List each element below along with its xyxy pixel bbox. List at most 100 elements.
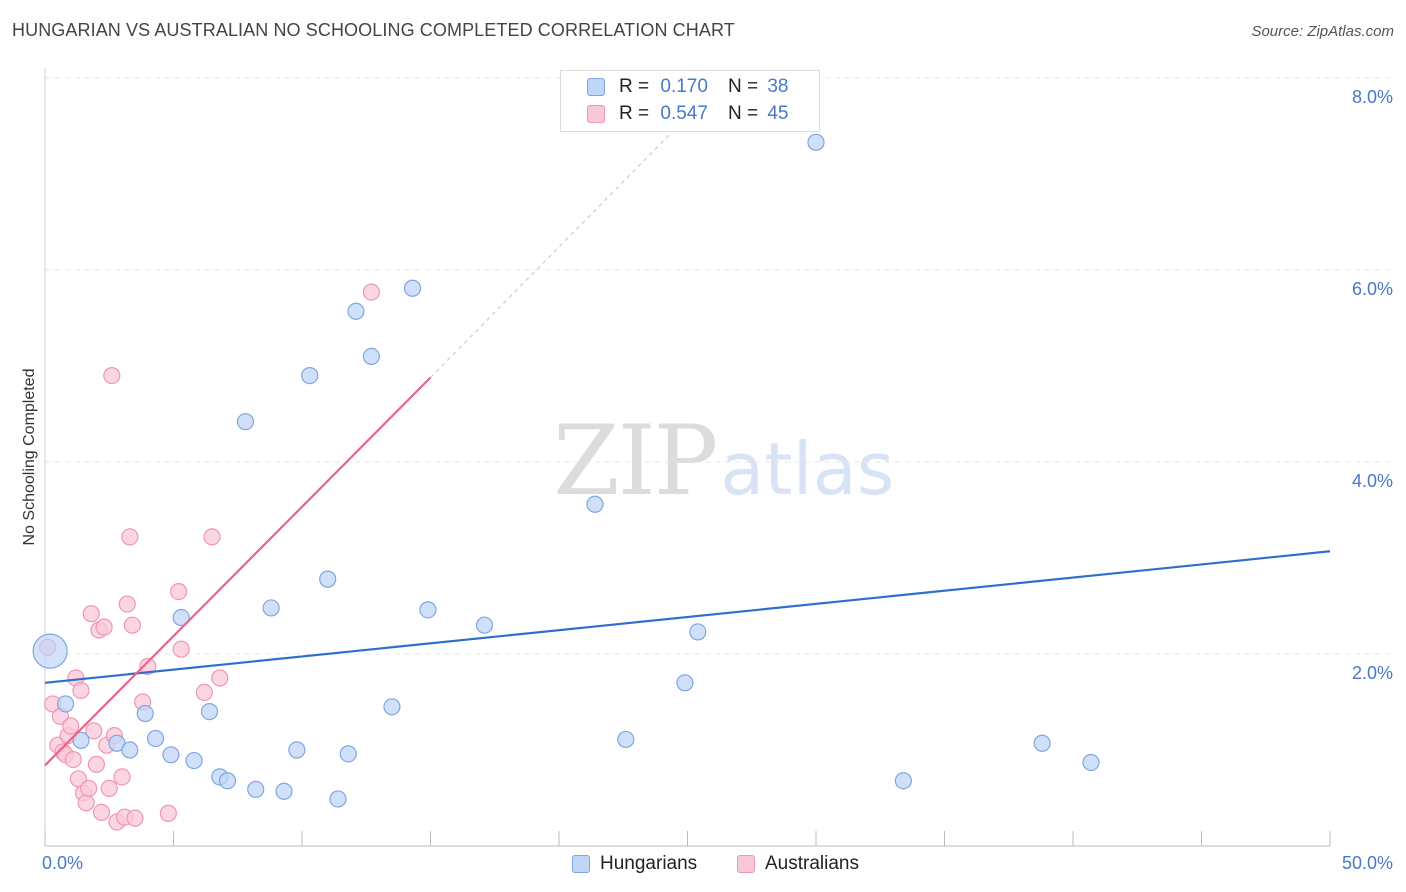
- y-tick-label: 8.0%: [1352, 87, 1393, 107]
- australians-points: [38, 283, 380, 831]
- hungarians-point: [146, 729, 165, 748]
- hungarians-point: [1033, 734, 1051, 752]
- hungarians-point: [689, 623, 707, 641]
- australians-r-value: 0.547: [660, 103, 708, 124]
- hungarians-point: [288, 741, 306, 759]
- hungarians-point: [475, 616, 494, 634]
- australians-point: [172, 640, 190, 658]
- australians-point: [126, 809, 144, 827]
- hungarians-point: [200, 702, 219, 721]
- australians-point: [72, 681, 90, 700]
- australians-point: [113, 768, 131, 786]
- australians-point: [87, 755, 106, 774]
- axes: [44, 68, 1330, 847]
- hungarians-r-value: 0.170: [660, 76, 708, 97]
- hungarians-point: [362, 347, 380, 365]
- y-axis-title: No Schooling Completed: [21, 369, 38, 546]
- hungarians-point: [1082, 753, 1100, 772]
- y-tick-label: 2.0%: [1352, 663, 1393, 683]
- x-tick-label-min: 0.0%: [42, 853, 83, 873]
- watermark: ZIPatlas: [553, 405, 894, 517]
- hungarians-swatch: [587, 78, 605, 96]
- x-tick-label-max: 50.0%: [1342, 853, 1393, 873]
- hungarians-point: [894, 772, 912, 790]
- hungarians-point: [136, 704, 154, 723]
- watermark-atlas: atlas: [720, 427, 895, 511]
- hungarians-point: [121, 741, 139, 759]
- australians-point: [62, 717, 80, 735]
- australians-legend-swatch: [737, 855, 755, 873]
- australians-point: [118, 595, 136, 613]
- bottom-legend-hungarians: Hungarians: [572, 852, 697, 876]
- hungarians-point: [218, 772, 237, 790]
- hungarians-point: [586, 495, 604, 513]
- n-label: N =: [727, 103, 759, 124]
- australians-point: [195, 683, 213, 702]
- correlation-legend: R = 0.170 N = 38 R = 0.547 N = 45: [560, 70, 820, 132]
- r-label: R =: [619, 103, 650, 124]
- australians-point: [203, 528, 221, 546]
- x-tick-marks: [44, 831, 1331, 846]
- australians-point: [100, 779, 118, 798]
- hungarians-point: [676, 674, 694, 692]
- trendlines: [44, 115, 1331, 767]
- hungarians-point: [617, 730, 635, 749]
- australians-trendline-extension: [430, 115, 688, 378]
- hungarians-point: [236, 413, 255, 431]
- chart-title: HUNGARIAN VS AUSTRALIAN NO SCHOOLING COM…: [12, 20, 735, 40]
- australians-point: [85, 722, 103, 740]
- watermark-zip: ZIP: [553, 405, 718, 517]
- hungarians-points: [32, 133, 1100, 808]
- australians-point: [211, 669, 229, 687]
- legend-row-australians: R = 0.547 N = 45: [587, 102, 788, 126]
- hungarians-trendline: [44, 550, 1331, 684]
- y-tick-labels: 2.0% 4.0% 6.0% 8.0%: [1352, 87, 1393, 683]
- australians-n-value: 45: [767, 103, 789, 124]
- australians-point: [170, 582, 188, 601]
- hungarians-point: [32, 633, 68, 669]
- australians-point: [121, 528, 139, 546]
- hungarians-legend-swatch: [572, 855, 590, 873]
- hungarians-point: [172, 608, 190, 627]
- hungarians-point: [807, 133, 825, 151]
- australians-point: [123, 616, 141, 634]
- hungarians-point: [275, 782, 293, 800]
- hungarians-point: [319, 570, 337, 588]
- hungarians-point: [339, 745, 357, 763]
- australians-point: [77, 794, 95, 812]
- hungarians-point: [72, 731, 90, 750]
- hungarians-point: [247, 780, 265, 798]
- australians-point: [92, 803, 111, 822]
- hungarians-point: [347, 302, 365, 320]
- hungarians-point: [329, 790, 347, 808]
- hungarians-point: [301, 367, 319, 385]
- hungarians-point: [419, 601, 437, 619]
- australians-point: [103, 367, 121, 385]
- r-label: R =: [619, 76, 650, 97]
- hungarians-point: [56, 695, 75, 713]
- hungarians-point: [185, 751, 203, 770]
- hungarians-point: [403, 279, 422, 297]
- source-label: Source: ZipAtlas.com: [1251, 23, 1394, 40]
- australians-point: [95, 618, 113, 636]
- australians-point: [159, 804, 177, 822]
- australians-point: [139, 657, 157, 676]
- hungarians-n-value: 38: [767, 76, 789, 97]
- gridlines: [45, 77, 1393, 655]
- hungarians-legend-label: Hungarians: [600, 853, 698, 874]
- australians-trendline: [44, 376, 432, 767]
- bottom-legend-australians: Australians: [737, 852, 859, 876]
- hungarians-point: [262, 599, 280, 617]
- hungarians-point: [383, 698, 401, 716]
- y-tick-label: 4.0%: [1352, 471, 1393, 491]
- legend-row-hungarians: R = 0.170 N = 38: [587, 75, 788, 99]
- australians-point: [82, 605, 100, 623]
- australians-swatch: [587, 105, 605, 123]
- australians-point: [80, 779, 98, 798]
- hungarians-point: [162, 746, 180, 764]
- australians-legend-label: Australians: [765, 853, 859, 874]
- y-tick-label: 6.0%: [1352, 279, 1393, 299]
- australians-point: [64, 750, 82, 769]
- n-label: N =: [727, 76, 759, 97]
